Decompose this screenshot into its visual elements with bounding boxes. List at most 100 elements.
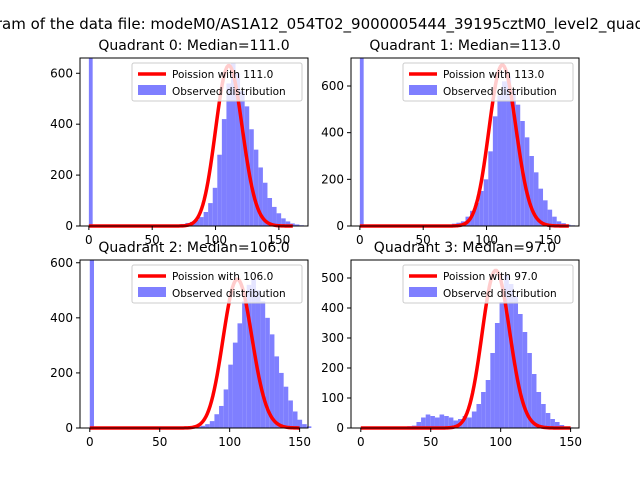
histogram-bar — [474, 202, 480, 226]
histogram-bar — [288, 400, 293, 428]
legend-box — [131, 62, 303, 102]
histogram-bar — [425, 414, 431, 428]
x-tick-label: 0 — [357, 435, 365, 449]
histogram-bar — [430, 416, 435, 428]
histogram-bar — [240, 91, 245, 226]
legend-bar-swatch — [138, 85, 166, 95]
axes-frame — [350, 57, 580, 227]
histogram-bar — [522, 332, 528, 428]
histogram-bar — [297, 419, 303, 428]
y-tick-label: 200 — [50, 366, 73, 380]
y-tick-label: 400 — [50, 117, 73, 131]
histogram-bar — [504, 275, 509, 428]
histogram-bar — [269, 334, 275, 428]
x-tick-label: 150 — [288, 435, 311, 449]
histogram-bar — [448, 417, 454, 428]
histogram-bar — [533, 172, 539, 226]
histogram-bar — [260, 301, 266, 428]
histogram-bar — [292, 411, 298, 428]
legend-box — [402, 62, 574, 102]
histogram-bar — [262, 182, 268, 226]
panel-title: Quadrant 1: Median=113.0 — [369, 38, 560, 54]
histogram-bar — [255, 290, 261, 428]
panel-quadrant-3: 0 50 100 150 0 100 200 300 400 500 Poission with 9… — [321, 240, 582, 449]
legend-label-poisson: Poission with 113.0 — [443, 69, 544, 81]
histogram-bar — [529, 156, 534, 226]
y-tick-label: 200 — [321, 361, 344, 375]
legend: Poission with 97.0 Observed distribution — [402, 264, 574, 304]
legend-bar-swatch — [138, 287, 166, 297]
histogram-bar — [511, 90, 516, 227]
histogram-bar — [479, 191, 484, 226]
legend: Poission with 111.0 Observed distribution — [131, 62, 303, 102]
x-tick-label: 100 — [218, 435, 241, 449]
legend-label-observed: Observed distribution — [172, 86, 286, 98]
histogram-bar — [439, 414, 445, 428]
histogram-bar — [483, 179, 489, 226]
histogram-bar — [212, 187, 218, 226]
histogram-bar — [194, 219, 200, 226]
x-tick-label: 50 — [423, 435, 438, 449]
figure-suptitle: Histogram of the data file: modeM0/AS1A1… — [0, 15, 640, 34]
y-tick-label: 600 — [50, 256, 73, 270]
histogram-bar — [200, 425, 206, 428]
histogram-bar — [274, 356, 280, 428]
histogram-bar — [492, 116, 498, 226]
histogram-bar — [219, 405, 224, 428]
histogram-bar — [467, 417, 472, 428]
histogram-bar — [89, 260, 94, 428]
histogram-bar — [283, 386, 289, 428]
histogram-bar — [253, 149, 259, 226]
histogram-bar — [279, 372, 284, 428]
legend: Poission with 113.0 Observed distribution — [402, 62, 574, 102]
panel-quadrant-0: 0 50 100 150 0 200 400 600 Poission with 111.0 Ob… — [50, 38, 309, 247]
histogram-bar — [226, 83, 231, 226]
histogram-bar — [471, 411, 477, 428]
panel-title: Quadrant 2: Median=106.0 — [98, 240, 289, 256]
histogram-bar — [221, 119, 227, 226]
histogram-bar — [462, 416, 468, 428]
x-tick-label: 100 — [489, 435, 512, 449]
y-tick-label: 0 — [336, 421, 344, 435]
legend-box — [402, 264, 574, 304]
histogram-bar — [531, 374, 537, 428]
legend-label-observed: Observed distribution — [443, 288, 557, 300]
histogram-bar — [267, 198, 273, 226]
histogram-bar — [294, 224, 300, 226]
x-tick-label: 0 — [86, 435, 94, 449]
histogram-bar — [302, 424, 307, 428]
histogram-bar — [203, 212, 209, 226]
panel-quadrant-1: 0 50 100 150 0 200 400 600 Poission with 113.0 Ob… — [321, 38, 580, 247]
legend-label-poisson: Poission with 106.0 — [172, 271, 273, 283]
y-tick-label: 400 — [50, 311, 73, 325]
histogram-bar — [556, 221, 562, 226]
histogram-bar — [453, 420, 459, 428]
x-tick-label: 100 — [475, 233, 498, 247]
histogram-bar — [199, 217, 204, 226]
histogram-bar — [416, 422, 422, 428]
histogram-bar — [545, 413, 551, 428]
histogram-bar — [306, 426, 312, 428]
histogram-bar — [359, 58, 364, 226]
x-tick-label: 150 — [267, 233, 290, 247]
histogram-bar — [490, 353, 495, 428]
histogram-bar — [258, 167, 263, 226]
y-tick-label: 200 — [321, 172, 344, 186]
histogram-bar — [527, 353, 532, 428]
legend-label-poisson: Poission with 111.0 — [172, 69, 273, 81]
axes-frame — [79, 259, 309, 429]
histogram-bar — [214, 414, 220, 428]
legend: Poission with 106.0 Observed distribution — [131, 264, 303, 304]
histogram-bar — [223, 389, 229, 428]
legend-label-observed: Observed distribution — [443, 86, 557, 98]
y-tick-label: 0 — [65, 219, 73, 233]
histogram-bar — [518, 314, 523, 428]
legend-label-observed: Observed distribution — [172, 288, 286, 300]
y-tick-label: 300 — [321, 331, 344, 345]
histogram-bar — [508, 284, 514, 428]
histogram-bar — [88, 58, 93, 226]
histogram-bar — [488, 151, 493, 226]
histogram-bar — [237, 323, 243, 428]
histogram-bar — [235, 73, 241, 226]
histogram-bar — [541, 404, 546, 428]
